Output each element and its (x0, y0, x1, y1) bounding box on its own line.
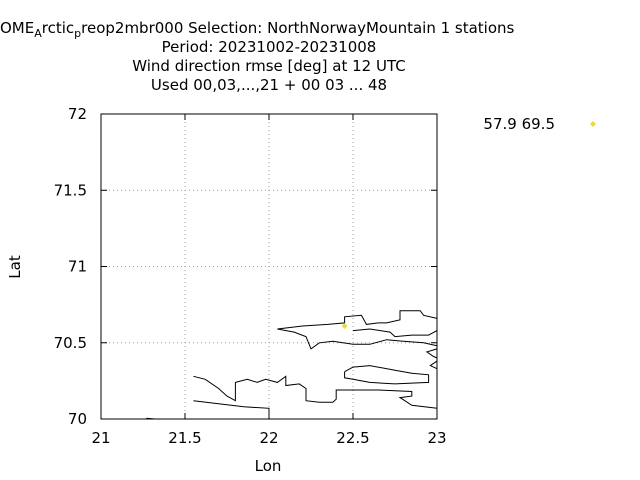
x-tick-label: 23 (427, 429, 446, 447)
data-points (341, 322, 348, 329)
chart-title-line-3: Wind direction rmse [deg] at 12 UTC (132, 57, 405, 75)
y-ticks: 70 70.5 71 71.5 72 (54, 105, 437, 428)
y-tick-label: 70 (68, 410, 87, 428)
y-tick-label: 71.5 (54, 181, 87, 199)
coastline (193, 375, 438, 409)
x-tick-label: 22 (259, 429, 278, 447)
coastline (344, 365, 430, 385)
x-tick-label: 22.5 (336, 429, 369, 447)
coastline (425, 348, 438, 359)
chart-title-line-2: Period: 20231002-20231008 (162, 38, 377, 56)
y-tick-label: 70.5 (54, 334, 87, 352)
coastline (429, 360, 438, 370)
legend-marker-diamond (590, 121, 596, 127)
y-axis-label: Lat (6, 255, 24, 279)
x-tick-label: 21.5 (168, 429, 201, 447)
x-tick-label: 21 (91, 429, 110, 447)
title-sub-2: p (74, 27, 81, 40)
title-part-3: reop2mbr000 Selection: NorthNorwayMounta… (81, 19, 514, 37)
legend-marker (590, 121, 596, 127)
x-axis-label: Lon (255, 457, 282, 475)
coastline (277, 328, 438, 350)
legend-label: 57.9 69.5 (483, 115, 555, 133)
title-sub-1: A (34, 27, 42, 40)
title-part-2: rctic (42, 19, 74, 37)
chart-title-line-4: Used 00,03,...,21 + 00 03 ... 48 (151, 76, 387, 94)
grid (101, 114, 437, 419)
coastline (352, 328, 438, 338)
coastlines (146, 310, 438, 420)
coastline (277, 310, 438, 330)
x-ticks: 21 21.5 22 22.5 23 (91, 114, 447, 447)
y-tick-label: 71 (68, 258, 87, 276)
title-part-1: OME (0, 19, 34, 37)
coastline (193, 400, 270, 419)
data-point (341, 322, 348, 329)
chart-title-line-1: OMEArcticpreop2mbr000 Selection: NorthNo… (0, 19, 515, 40)
y-tick-label: 72 (68, 105, 87, 123)
